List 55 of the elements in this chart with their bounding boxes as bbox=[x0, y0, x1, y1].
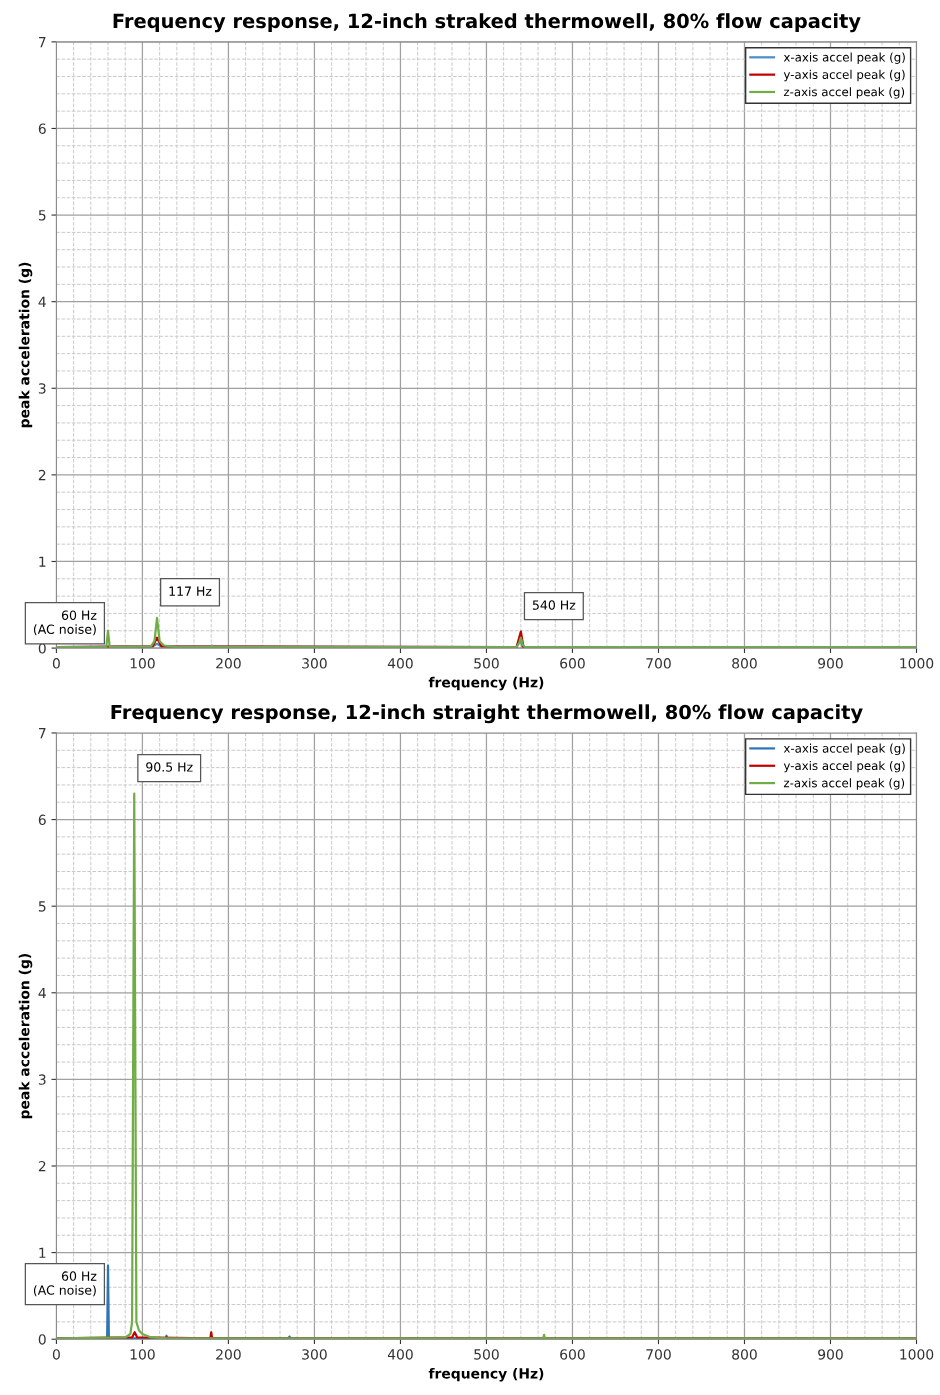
annotation: 540 Hz bbox=[532, 600, 576, 610]
y-tick-label: 4 bbox=[38, 296, 46, 307]
x-tick-label: 600 bbox=[560, 658, 585, 669]
x-tick-label: 300 bbox=[302, 658, 327, 669]
y-tick-label: 0 bbox=[38, 643, 46, 654]
y-tick-label: 5 bbox=[38, 210, 46, 221]
x-tick-label: 200 bbox=[216, 658, 241, 669]
x-axis-title: frequency (Hz) bbox=[428, 676, 544, 691]
y-tick-label: 2 bbox=[38, 469, 46, 481]
y-tick-label: 1 bbox=[39, 556, 46, 567]
x-tick-label: 1000 bbox=[900, 1349, 934, 1360]
x-tick-label: 100 bbox=[130, 1349, 155, 1360]
legend-label: x-axis accel peak (g) bbox=[783, 52, 905, 64]
legend-label: x-axis accel peak (g) bbox=[783, 743, 905, 756]
legend-label: z-axis accel peak (g) bbox=[783, 778, 905, 790]
x-tick-label: 800 bbox=[732, 658, 757, 669]
x-tick-label: 900 bbox=[818, 1349, 843, 1360]
y-tick-label: 6 bbox=[38, 123, 46, 134]
x-tick-label: 1000 bbox=[900, 658, 934, 669]
y-tick-label: 4 bbox=[38, 987, 46, 999]
y-axis-title: peak acceleration (g) bbox=[18, 953, 33, 1119]
legend-label: z-axis accel peak (g) bbox=[783, 87, 905, 99]
chart-title: Frequency response, 12-inch straight thermowell, 80% flow capacity bbox=[111, 704, 863, 724]
y-tick-label: 3 bbox=[38, 1074, 46, 1085]
x-axis-title: frequency (Hz) bbox=[428, 1367, 544, 1382]
x-tick-label: 0 bbox=[52, 1349, 60, 1360]
x-tick-label: 700 bbox=[646, 658, 671, 669]
x-tick-label: 700 bbox=[646, 1349, 671, 1360]
x-tick-label: 900 bbox=[818, 658, 843, 669]
y-tick-label: 0 bbox=[38, 1334, 46, 1345]
y-tick-label: 6 bbox=[38, 814, 46, 826]
annotation: 60 Hz (AC noise) bbox=[33, 610, 97, 636]
y-tick-label: 7 bbox=[38, 37, 46, 48]
x-tick-label: 300 bbox=[302, 1349, 327, 1360]
y-tick-label: 1 bbox=[39, 1247, 46, 1258]
legend-label: y-axis accel peak (g) bbox=[783, 760, 905, 773]
x-tick-label: 0 bbox=[52, 658, 60, 669]
x-tick-label: 100 bbox=[130, 658, 155, 669]
x-tick-label: 200 bbox=[216, 1349, 241, 1360]
x-tick-label: 600 bbox=[560, 1349, 585, 1360]
x-tick-label: 400 bbox=[387, 658, 413, 669]
y-tick-label: 7 bbox=[38, 728, 46, 739]
annotation: 90.5 Hz bbox=[146, 762, 193, 772]
y-tick-label: 2 bbox=[38, 1160, 46, 1172]
annotation: 117 Hz bbox=[169, 586, 212, 596]
chart-title: Frequency response, 12-inch straked thermowell, 80% flow capacity bbox=[113, 13, 861, 33]
x-tick-label: 500 bbox=[474, 658, 499, 669]
annotation: 60 Hz (AC noise) bbox=[33, 1271, 97, 1297]
y-axis-title: peak acceleration (g) bbox=[18, 262, 33, 428]
x-tick-label: 800 bbox=[732, 1349, 757, 1360]
legend-label: y-axis accel peak (g) bbox=[783, 69, 905, 82]
x-tick-label: 500 bbox=[474, 1349, 499, 1360]
x-tick-label: 400 bbox=[387, 1349, 413, 1360]
y-tick-label: 3 bbox=[38, 383, 46, 394]
y-tick-label: 5 bbox=[38, 901, 46, 912]
